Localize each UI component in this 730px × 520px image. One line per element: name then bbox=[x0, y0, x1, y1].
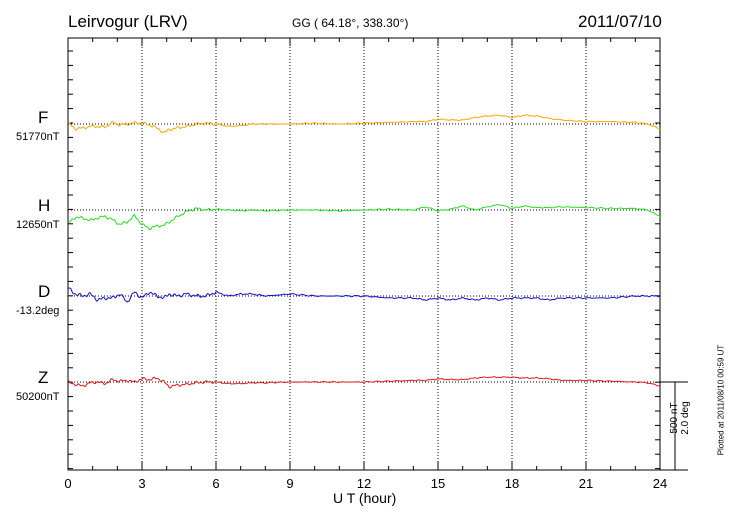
series-line-d bbox=[67, 287, 661, 303]
channel-z-baseline: 50200nT bbox=[16, 391, 60, 403]
x-tick-label: 15 bbox=[431, 476, 445, 491]
x-tick-label: 21 bbox=[579, 476, 593, 491]
plot-date: 2011/07/10 bbox=[578, 12, 662, 31]
x-tick-label: 24 bbox=[653, 476, 667, 491]
channel-d-label: D bbox=[38, 282, 51, 301]
plotted-timestamp: Plotted at 2011/08/10 00:59 UT bbox=[716, 344, 726, 456]
station-title: Leirvogur (LRV) bbox=[68, 12, 188, 31]
channel-z-label: Z bbox=[38, 368, 49, 387]
scale-deg-label: 2.0 deg bbox=[680, 401, 691, 435]
x-tick-label: 6 bbox=[212, 476, 219, 491]
series-line-f bbox=[67, 114, 661, 134]
scale-bar-label: 500 nT 2.0 deg bbox=[669, 401, 691, 434]
x-axis-label: U T (hour) bbox=[333, 490, 397, 506]
x-tick-label: 9 bbox=[286, 476, 293, 491]
channel-f-label: F bbox=[38, 108, 49, 127]
channel-h-baseline: 12650nT bbox=[16, 219, 60, 231]
x-tick-label: 12 bbox=[357, 476, 371, 491]
x-tick-label: 3 bbox=[138, 476, 145, 491]
channel-f-baseline: 51770nT bbox=[16, 131, 60, 143]
x-tick-label: 0 bbox=[64, 476, 71, 491]
channel-d-baseline: -13.2deg bbox=[16, 305, 60, 317]
x-tick-label: 18 bbox=[505, 476, 519, 491]
geographic-coordinates: GG ( 64.18°, 338.30°) bbox=[292, 16, 409, 30]
scale-nt-label: 500 nT bbox=[669, 402, 680, 434]
series-line-z bbox=[67, 376, 661, 389]
series-line-h bbox=[67, 204, 661, 231]
channel-h-label: H bbox=[38, 196, 51, 215]
